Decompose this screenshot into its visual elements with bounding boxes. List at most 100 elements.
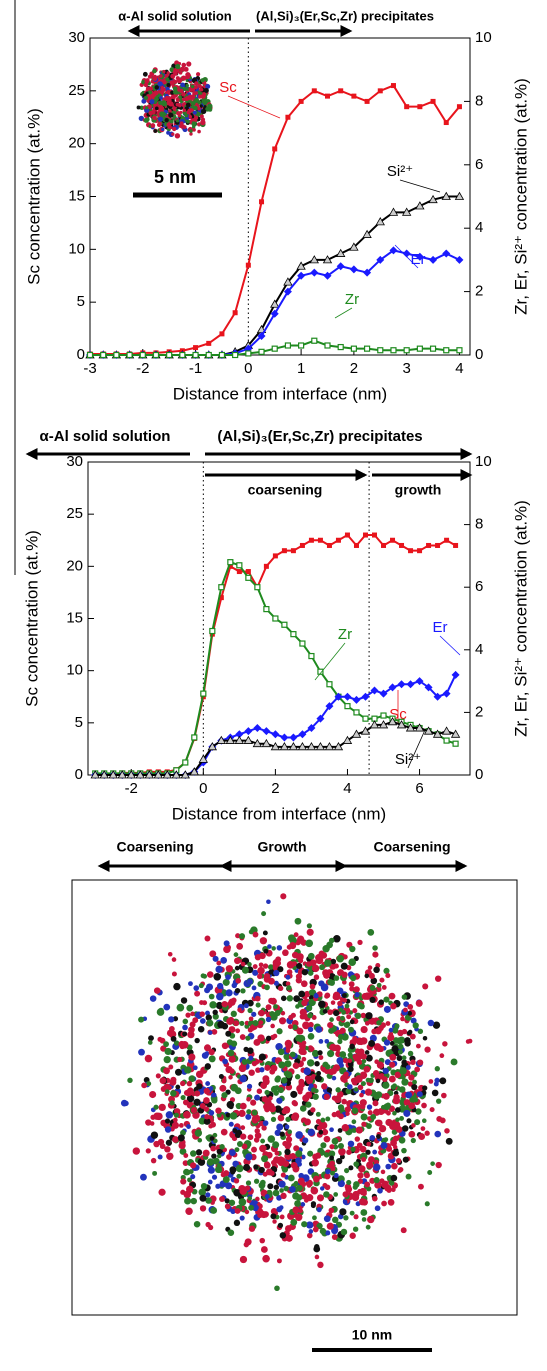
atom: [267, 964, 274, 971]
marker: [100, 351, 107, 359]
atom: [262, 963, 269, 969]
atom: [286, 961, 295, 969]
atom: [321, 1083, 328, 1090]
y2-tick-label: 10: [475, 29, 492, 46]
atom: [193, 115, 199, 121]
atom: [355, 1075, 363, 1083]
atom: [340, 1228, 348, 1236]
label-leader: [407, 729, 426, 769]
marker: [443, 347, 450, 354]
atom: [398, 1105, 407, 1113]
atom: [385, 973, 391, 979]
atom: [353, 1087, 359, 1092]
atom: [404, 1040, 411, 1047]
atom: [197, 1137, 203, 1143]
atom: [186, 1094, 195, 1103]
atom: [344, 1167, 350, 1174]
atom: [341, 1098, 347, 1105]
atom: [396, 1055, 403, 1062]
atom: [208, 1049, 215, 1056]
atom: [405, 1091, 413, 1099]
atom: [283, 1052, 291, 1061]
marker: [443, 737, 450, 744]
atom: [144, 1054, 153, 1063]
atom: [185, 119, 190, 124]
atom: [166, 97, 172, 103]
atom: [403, 1099, 411, 1106]
atom: [397, 1049, 403, 1055]
atom: [322, 1008, 328, 1014]
atom: [159, 1077, 167, 1085]
atom: [264, 1194, 270, 1199]
atom: [394, 1023, 400, 1029]
atom: [211, 1153, 217, 1159]
atom: [240, 988, 246, 994]
atom: [375, 1091, 383, 1099]
atom: [347, 1084, 353, 1090]
marker: [390, 83, 396, 89]
marker: [333, 742, 344, 751]
atom: [401, 1055, 407, 1061]
atom: [340, 962, 348, 970]
atom: [273, 980, 279, 986]
atom: [365, 1077, 371, 1083]
marker: [317, 537, 323, 543]
atom: [327, 1009, 334, 1016]
atom: [212, 955, 219, 962]
atom: [368, 1156, 375, 1163]
marker: [309, 255, 319, 264]
marker: [344, 532, 350, 538]
atom: [361, 1157, 367, 1162]
atom: [149, 99, 155, 105]
atom: [367, 965, 373, 970]
atom: [315, 1111, 321, 1117]
marker: [206, 340, 212, 346]
atom: [427, 1170, 433, 1175]
atom: [138, 115, 145, 122]
atom: [252, 931, 259, 938]
atom: [339, 1154, 345, 1160]
atom: [331, 1095, 337, 1101]
atom: [257, 1208, 264, 1214]
atom: [163, 1003, 171, 1011]
atom: [323, 1152, 330, 1158]
atom: [153, 1104, 159, 1110]
marker: [399, 542, 405, 548]
atom: [217, 982, 224, 990]
atom: [282, 1160, 290, 1168]
atom: [154, 97, 159, 102]
atom: [409, 1033, 416, 1040]
atom: [310, 1087, 317, 1093]
atom: [349, 945, 356, 953]
atom: [199, 1011, 206, 1017]
atom: [385, 1021, 391, 1026]
atom: [309, 983, 316, 990]
atom: [255, 1002, 261, 1008]
label-leader: [399, 179, 441, 193]
atom: [197, 106, 201, 111]
atom: [258, 962, 264, 968]
atom: [319, 1186, 325, 1191]
atom: [259, 1067, 265, 1073]
atom: [352, 1184, 358, 1190]
atom: [172, 1136, 179, 1143]
atom: [285, 1048, 291, 1054]
atom: [215, 965, 223, 974]
atom: [302, 1137, 309, 1144]
atom: [228, 1026, 236, 1034]
atom: [199, 104, 203, 108]
atom: [318, 1129, 324, 1135]
atom: [215, 1001, 224, 1010]
atom: [373, 1177, 380, 1184]
atom: [272, 1219, 277, 1224]
atom: [434, 1066, 440, 1072]
atom: [374, 1205, 381, 1212]
x-tick-label: -3: [83, 360, 96, 377]
atom: [296, 962, 303, 970]
atom: [376, 1020, 382, 1026]
atom: [305, 939, 314, 948]
atom: [267, 1135, 276, 1143]
atom: [185, 1012, 191, 1018]
marker: [271, 730, 280, 739]
atom: [136, 105, 141, 110]
